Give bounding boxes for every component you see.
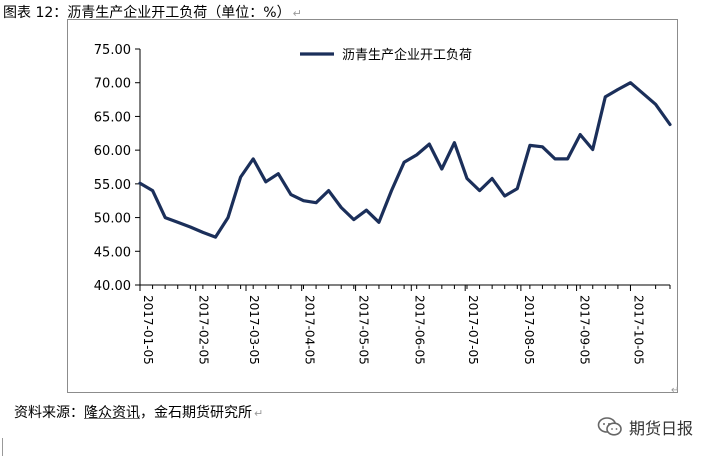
figure-caption-text: 图表 12：沥青生产企业开工负荷（单位：%）: [3, 5, 291, 21]
source-suffix: ，金石期货研究所: [140, 405, 252, 421]
chart-frame: 40.00 45.00 50.00 55.00 60.00 65.00 70.00 75.00…: [67, 19, 679, 394]
figure-caption: 图表 12：沥青生产企业开工负荷（单位：%） ↵: [3, 2, 302, 22]
wechat-chat-bubbles-icon: [597, 417, 622, 436]
watermark: 期货日报: [597, 415, 693, 439]
source-link-longzhong[interactable]: 隆众资讯: [84, 405, 140, 421]
x-tick-label: 2017-02-05: [197, 295, 211, 365]
y-tick-label: 40.00: [94, 279, 131, 294]
x-tick-label: 2017-03-05: [247, 295, 261, 365]
series-line: [138, 81, 672, 239]
x-tick-label: 2017-09-05: [578, 295, 592, 365]
y-tick-label: 65.00: [94, 110, 131, 125]
y-tick-label: 50.00: [94, 212, 131, 227]
y-tick-label: 60.00: [94, 144, 131, 159]
y-tick-label: 45.00: [94, 245, 131, 260]
axis-end-mark: ↵: [671, 385, 679, 394]
x-tick-label: 2017-06-05: [412, 295, 426, 365]
page-corner-mark: [2, 438, 13, 456]
x-tick-label: 2017-07-05: [466, 295, 480, 365]
x-tick-label: 2017-01-05: [141, 295, 155, 365]
y-tick-label: 70.00: [94, 77, 131, 92]
y-tick-label: 55.00: [94, 178, 131, 193]
source-prefix: 资料来源：: [14, 405, 84, 421]
paragraph-mark-icon: ↵: [254, 407, 264, 420]
y-tick-label: 75.00: [94, 43, 131, 58]
x-tick-label: 2017-04-05: [303, 295, 317, 365]
line-chart: 40.00 45.00 50.00 55.00 60.00 65.00 70.00 75.00…: [94, 43, 679, 394]
source-note: 资料来源：隆众资讯，金石期货研究所 ↵: [14, 402, 263, 422]
watermark-text: 期货日报: [629, 419, 694, 438]
paragraph-mark-icon: ↵: [292, 7, 302, 20]
x-tick-label: 2017-08-05: [522, 295, 536, 365]
x-tick-label: 2017-05-05: [357, 295, 371, 365]
legend-label: 沥青生产企业开工负荷: [342, 47, 472, 63]
x-tick-label: 2017-10-05: [631, 295, 645, 365]
